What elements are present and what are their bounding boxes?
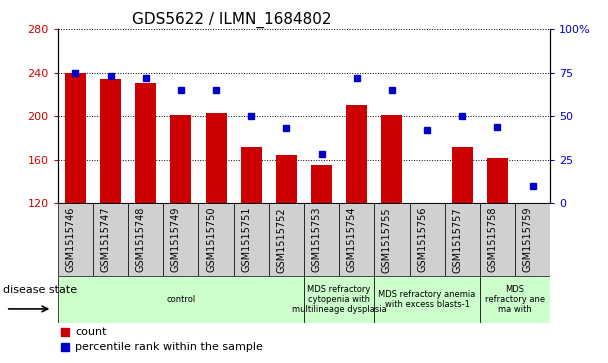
Bar (100, 79, 121, 203)
Text: MDS
refractory ane
ma with: MDS refractory ane ma with (485, 285, 545, 314)
Bar (170, 115, 192, 203)
Text: GDS5622 / ILMN_1684802: GDS5622 / ILMN_1684802 (131, 12, 331, 28)
Bar (269, 203, 304, 276)
Bar (311, 165, 332, 203)
Text: MDS refractory
cytopenia with
multilineage dysplasia: MDS refractory cytopenia with multilinea… (292, 285, 387, 314)
Text: control: control (166, 295, 196, 304)
Bar (452, 147, 473, 203)
Text: GSM1515747: GSM1515747 (100, 207, 111, 272)
Text: MDS refractory anemia
with excess blasts-1: MDS refractory anemia with excess blasts… (378, 290, 476, 309)
Bar (444, 203, 480, 276)
Bar (522, 203, 543, 205)
Bar (410, 203, 444, 276)
Bar (381, 115, 402, 203)
Bar (480, 203, 515, 276)
Bar (164, 203, 198, 276)
Bar (198, 203, 233, 276)
Text: GSM1515753: GSM1515753 (311, 207, 322, 272)
Bar (128, 203, 164, 276)
Bar (515, 203, 550, 276)
Text: GSM1515758: GSM1515758 (488, 207, 497, 272)
Text: count: count (75, 327, 106, 337)
Bar (346, 105, 367, 203)
Bar (339, 203, 375, 276)
Bar (276, 155, 297, 203)
Text: GSM1515759: GSM1515759 (523, 207, 533, 272)
Bar (480, 276, 550, 323)
Bar (206, 113, 227, 203)
Bar (65, 73, 86, 203)
Bar (233, 203, 269, 276)
Bar (58, 203, 93, 276)
Bar (135, 83, 156, 203)
Text: percentile rank within the sample: percentile rank within the sample (75, 342, 263, 352)
Bar (304, 203, 339, 276)
Bar (58, 276, 304, 323)
Text: GSM1515755: GSM1515755 (382, 207, 392, 273)
Text: GSM1515754: GSM1515754 (347, 207, 357, 272)
Text: GSM1515748: GSM1515748 (136, 207, 146, 272)
Text: GSM1515757: GSM1515757 (452, 207, 462, 273)
Bar (241, 147, 262, 203)
Text: GSM1515750: GSM1515750 (206, 207, 216, 272)
Text: GSM1515749: GSM1515749 (171, 207, 181, 272)
Text: GSM1515751: GSM1515751 (241, 207, 251, 272)
Bar (375, 203, 410, 276)
Text: GSM1515756: GSM1515756 (417, 207, 427, 272)
Bar (487, 158, 508, 203)
Bar (375, 276, 480, 323)
Bar (304, 276, 375, 323)
Text: GSM1515752: GSM1515752 (277, 207, 286, 273)
Bar (93, 203, 128, 276)
Text: disease state: disease state (3, 285, 77, 295)
Text: GSM1515746: GSM1515746 (65, 207, 75, 272)
